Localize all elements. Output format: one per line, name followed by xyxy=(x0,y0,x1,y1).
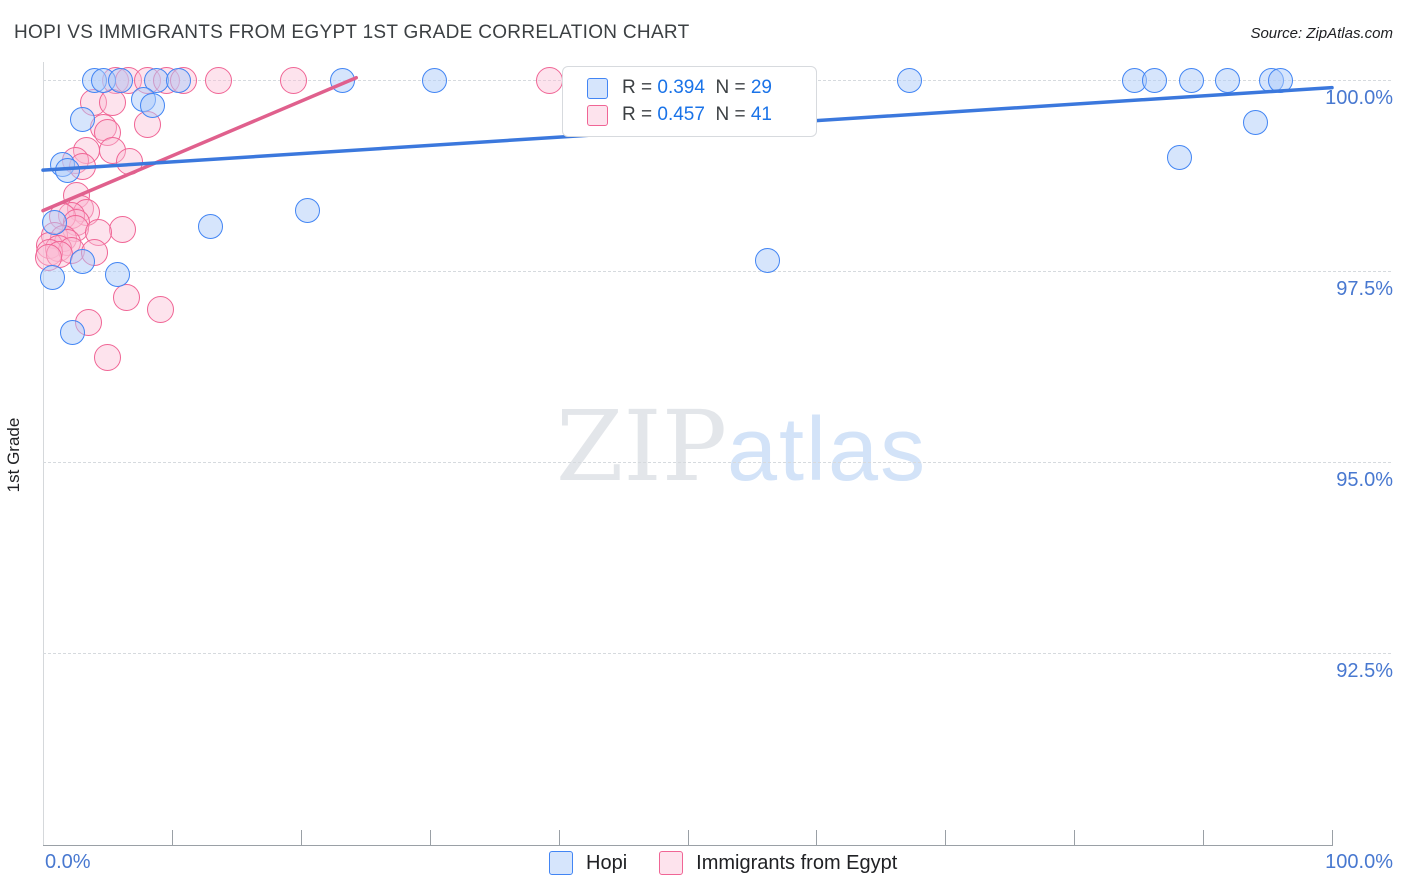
r-value-egypt: 0.457 xyxy=(657,104,705,125)
scatter-point-hopi[interactable] xyxy=(107,67,133,93)
x-tick-mark xyxy=(172,830,173,845)
x-axis-label-max: 100.0% xyxy=(1325,851,1393,873)
x-tick-mark xyxy=(688,830,689,845)
scatter-point-immigrants-from-egypt[interactable] xyxy=(93,343,121,371)
scatter-point-hopi[interactable] xyxy=(294,198,320,224)
scatter-point-hopi[interactable] xyxy=(1243,110,1269,136)
r-label: R = xyxy=(622,104,658,125)
x-tick-mark xyxy=(816,830,817,845)
y-axis-line xyxy=(43,62,44,845)
legend-label-egypt: Immigrants from Egypt xyxy=(696,851,898,874)
series-legend: Hopi Immigrants from Egypt xyxy=(549,851,897,875)
scatter-point-hopi[interactable] xyxy=(42,209,68,235)
y-tick-label: 100.0% xyxy=(1325,87,1393,109)
scatter-point-immigrants-from-egypt[interactable] xyxy=(536,66,564,94)
legend-row-hopi: R = 0.394 N = 29 xyxy=(587,77,816,99)
legend-row-egypt: R = 0.457 N = 41 xyxy=(587,104,816,126)
x-tick-mark xyxy=(1074,830,1075,845)
scatter-point-hopi[interactable] xyxy=(1267,67,1293,93)
x-axis-label-min: 0.0% xyxy=(45,851,91,873)
n-value-hopi: 29 xyxy=(750,77,772,98)
scatter-point-immigrants-from-egypt[interactable] xyxy=(99,88,127,116)
scatter-point-immigrants-from-egypt[interactable] xyxy=(74,309,102,337)
scatter-point-hopi[interactable] xyxy=(70,249,96,275)
correlation-legend: R = 0.394 N = 29 R = 0.457 N = 41 xyxy=(562,66,817,137)
hopi-swatch-icon xyxy=(587,77,608,99)
x-tick-mark xyxy=(1203,830,1204,845)
scatter-point-hopi[interactable] xyxy=(165,67,191,93)
r-label: R = xyxy=(622,77,658,98)
y-tick-label: 97.5% xyxy=(1336,278,1393,300)
watermark-zip: ZIP xyxy=(556,390,727,503)
x-axis-line xyxy=(43,845,1333,846)
watermark-atlas: atlas xyxy=(726,400,928,500)
x-tick-mark xyxy=(430,830,431,845)
scatter-point-immigrants-from-egypt[interactable] xyxy=(146,296,174,324)
scatter-point-hopi[interactable] xyxy=(60,320,86,346)
scatter-point-hopi[interactable] xyxy=(1215,67,1241,93)
scatter-point-immigrants-from-egypt[interactable] xyxy=(279,66,307,94)
page-title: HOPI VS IMMIGRANTS FROM EGYPT 1ST GRADE … xyxy=(14,22,690,43)
scatter-point-hopi[interactable] xyxy=(198,214,224,240)
scatter-point-hopi[interactable] xyxy=(140,93,166,119)
y-tick-label: 95.0% xyxy=(1336,469,1393,491)
source-link[interactable]: Source: ZipAtlas.com xyxy=(1250,25,1393,42)
scatter-point-hopi[interactable] xyxy=(1167,145,1193,171)
scatter-point-hopi[interactable] xyxy=(329,67,355,93)
scatter-point-hopi[interactable] xyxy=(105,262,131,288)
n-label: N = xyxy=(704,104,751,125)
scatter-point-hopi[interactable] xyxy=(1141,67,1167,93)
gridline-97.5% xyxy=(43,271,1391,272)
n-label: N = xyxy=(704,77,751,98)
legend-item-hopi: Hopi xyxy=(549,851,627,875)
x-tick-mark xyxy=(301,830,302,845)
x-tick-mark xyxy=(945,830,946,845)
zipatlas-watermark: ZIP atlas xyxy=(556,398,927,495)
x-tick-mark xyxy=(559,830,560,845)
legend-label-hopi: Hopi xyxy=(586,851,628,874)
egypt-swatch-icon xyxy=(587,104,608,126)
scatter-point-immigrants-from-egypt[interactable] xyxy=(113,284,141,312)
y-tick-label: 92.5% xyxy=(1336,660,1393,682)
egypt-swatch-icon xyxy=(659,851,684,875)
scatter-point-immigrants-from-egypt[interactable] xyxy=(109,216,137,244)
scatter-point-hopi[interactable] xyxy=(1178,67,1204,93)
scatter-point-hopi[interactable] xyxy=(754,247,780,273)
gridline-92.5% xyxy=(43,653,1391,654)
legend-item-egypt: Immigrants from Egypt xyxy=(659,851,897,875)
hopi-swatch-icon xyxy=(549,851,573,875)
scatter-point-hopi[interactable] xyxy=(422,67,448,93)
x-tick-mark xyxy=(1332,830,1333,845)
scatter-point-hopi[interactable] xyxy=(896,67,922,93)
r-value-hopi: 0.394 xyxy=(657,77,705,98)
n-value-egypt: 41 xyxy=(750,104,772,125)
scatter-point-immigrants-from-egypt[interactable] xyxy=(115,148,143,176)
gridline-95.0% xyxy=(43,462,1391,463)
scatter-point-immigrants-from-egypt[interactable] xyxy=(204,66,232,94)
scatter-point-hopi[interactable] xyxy=(39,265,65,291)
scatter-point-hopi[interactable] xyxy=(54,157,80,183)
